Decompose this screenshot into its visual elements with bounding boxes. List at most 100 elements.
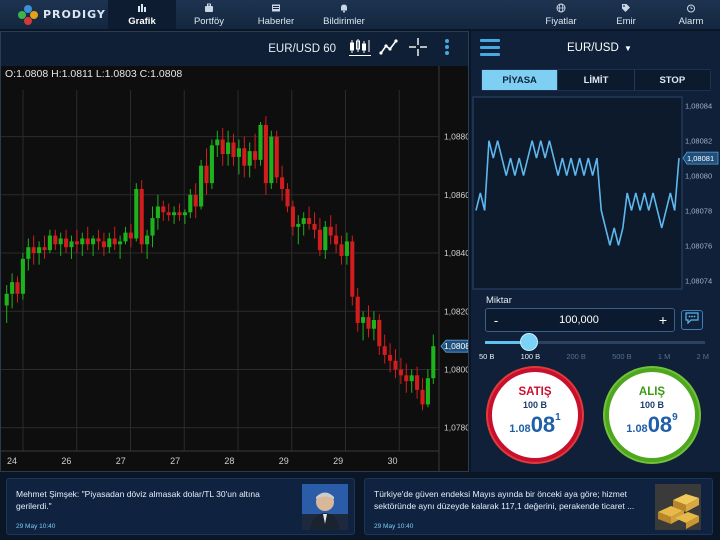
brand-name: PRODIGY [43, 8, 106, 21]
candle [242, 148, 247, 166]
candle [382, 346, 387, 355]
candle [123, 232, 128, 242]
candle [339, 244, 344, 256]
comment-button[interactable] [681, 310, 703, 330]
candle [366, 317, 371, 329]
news-bar: Mehmet Şimşek: "Piyasadan döviz almasak … [0, 474, 720, 540]
nav-fiyatlar[interactable]: Fiyatlar [532, 0, 590, 29]
tag-icon [621, 3, 631, 16]
nav-emir[interactable]: Emir [590, 0, 662, 29]
candle [80, 238, 85, 245]
ohlc-readout: O:1.0808 H:1.0811 L:1.0803 C:1.0808 [5, 68, 183, 80]
candle [91, 238, 96, 245]
candle [166, 212, 171, 216]
nav-label: Fiyatlar [545, 15, 577, 27]
amount-slider[interactable] [485, 333, 705, 351]
order-symbol-label: EUR/USD [567, 42, 619, 54]
order-symbol-select[interactable]: EUR/USD ▼ [567, 42, 632, 54]
candle [107, 238, 112, 248]
nav-haberler[interactable]: Haberler [242, 0, 310, 29]
candle [182, 212, 187, 216]
chart-panel[interactable]: EUR/USD 60 1,0880 1, [0, 31, 469, 472]
tab-limit[interactable]: LİMİT [558, 70, 635, 90]
brand-logo: PRODIGY [0, 0, 108, 29]
logo-icon [18, 4, 38, 25]
slider-label[interactable]: 2 M [696, 352, 709, 361]
candlestick-type-button[interactable] [347, 36, 373, 62]
amount-stepper: - 100,000 + [485, 308, 675, 332]
candle [344, 241, 349, 256]
candlestick-chart[interactable]: 1,0880 1,0860 1,0840 1,0820 1,0800 1,0780 24 26… [1, 66, 468, 471]
candle [425, 378, 430, 405]
top-nav: PRODIGY Grafik Portföy Haberler Bildirim… [0, 0, 720, 30]
sell-button[interactable]: SATIŞ 100 B 1.08081 [488, 368, 582, 462]
x-tick-label: 27 [170, 456, 180, 466]
candle [193, 194, 198, 207]
y-tick-label: 1,0880 [444, 132, 468, 142]
candle [323, 226, 328, 251]
candle [280, 177, 285, 189]
y-tick-label: 1,0780 [444, 423, 468, 433]
candle [20, 258, 25, 294]
candle [215, 139, 220, 146]
candle [263, 124, 268, 184]
candle [393, 360, 398, 370]
candle [26, 247, 31, 259]
slider-label[interactable]: 100 B [520, 352, 541, 361]
candle [285, 188, 290, 207]
candle [145, 235, 150, 245]
order-panel: EUR/USD ▼ PİYASA LİMİT STOP 1,08084 1,080… [471, 31, 720, 472]
tick-y-label: 1,08082 [685, 137, 712, 146]
candle [290, 206, 295, 227]
candle [101, 241, 106, 248]
nav-grafik[interactable]: Grafik [108, 0, 176, 29]
nav-label: Portföy [193, 15, 225, 27]
indicators-button[interactable] [376, 36, 402, 62]
sell-price: 1.08081 [509, 412, 561, 437]
more-options-button[interactable] [434, 36, 460, 62]
sell-label: SATIŞ [518, 386, 552, 398]
news-card[interactable]: Türkiye'de güven endeksi Mayıs ayında bi… [364, 478, 713, 535]
hamburger-menu-icon[interactable] [480, 39, 500, 56]
candle [334, 235, 339, 245]
tab-stop[interactable]: STOP [634, 70, 710, 90]
candle [69, 241, 74, 248]
slider-label[interactable]: 200 B [566, 352, 586, 361]
nav-alarm[interactable]: Alarm [662, 0, 720, 29]
alarm-clock-icon [686, 3, 696, 16]
y-tick-label: 1,0860 [444, 190, 468, 200]
x-tick-label: 27 [116, 456, 126, 466]
nav-portfoy[interactable]: Portföy [176, 0, 242, 29]
chart-symbol[interactable]: EUR/USD 60 [268, 43, 336, 55]
candle [150, 218, 155, 236]
slider-label[interactable]: 500 B [612, 352, 632, 361]
crosshair-button[interactable] [405, 36, 431, 62]
candle [388, 354, 393, 361]
chart-bars-icon [137, 3, 147, 16]
candle [209, 145, 214, 184]
nav-bildirimler[interactable]: Bildirimler [310, 0, 378, 29]
more-vertical-icon [443, 37, 451, 62]
candle [377, 319, 382, 347]
tick-current-marker [682, 151, 719, 165]
slider-knob[interactable] [520, 333, 538, 351]
increase-amount-button[interactable]: + [658, 312, 668, 328]
buy-button[interactable]: ALIŞ 100 B 1.08089 [605, 368, 699, 462]
slider-label[interactable]: 1 M [657, 352, 671, 361]
x-tick-label: 29 [333, 456, 343, 466]
candle [231, 142, 236, 157]
candlestick-icon [348, 37, 372, 62]
candle [226, 142, 231, 155]
order-type-tabs: PİYASA LİMİT STOP [481, 69, 711, 91]
candle [188, 194, 193, 213]
nav-label: Emir [616, 15, 636, 27]
tick-y-label: 1,08078 [685, 206, 712, 215]
candle [269, 136, 274, 184]
slider-label[interactable]: 50 B [479, 352, 495, 361]
tab-piyasa[interactable]: PİYASA [482, 70, 559, 90]
decrease-amount-button[interactable]: - [493, 312, 499, 328]
chat-bubble-icon [685, 311, 699, 329]
news-card[interactable]: Mehmet Şimşek: "Piyasadan döviz almasak … [6, 478, 355, 535]
amount-input[interactable]: 100,000 [559, 314, 599, 326]
candle [139, 188, 144, 245]
